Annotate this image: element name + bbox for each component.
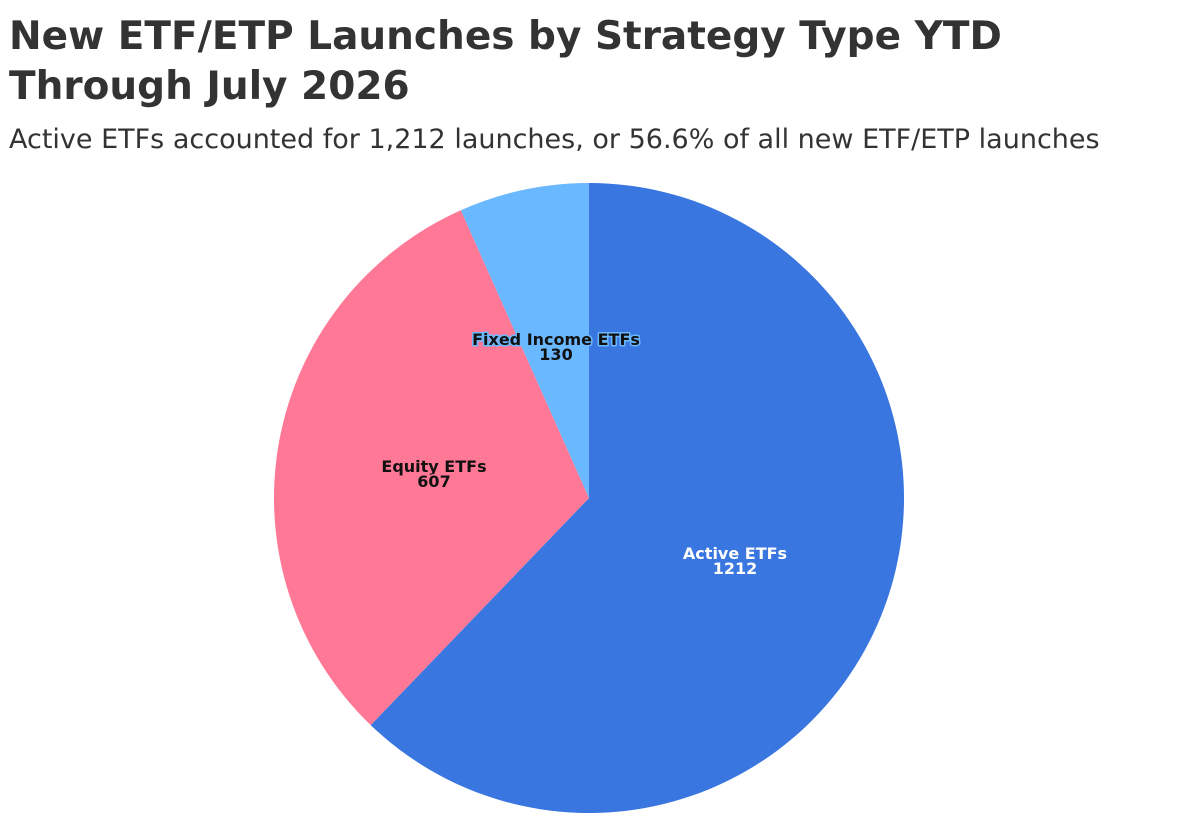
pie-slice-equity-etfs [274, 210, 589, 726]
pie-label-name: Fixed Income ETFs [472, 330, 640, 349]
pie-label-name: Equity ETFs [381, 457, 486, 476]
pie-label-active-etfs: Active ETFs 1212 [683, 544, 787, 578]
chart-title: New ETF/ETP Launches by Strategy Type YT… [9, 14, 1002, 109]
pie-label-value: 1212 [713, 559, 758, 578]
pie-label-value: 130 [539, 345, 572, 364]
pie-label-name: Active ETFs [683, 544, 787, 563]
pie-slice-active-etfs [370, 183, 905, 813]
chart-subtitle: Active ETFs accounted for 1,212 launches… [9, 124, 1100, 155]
pie-label-value: 607 [417, 472, 450, 491]
pie-label-fixed-income-etfs: Fixed Income ETFs 130 [472, 330, 640, 364]
pie-labels: Active ETFs 1212 Equity ETFs 607 Fixed Incom… [380, 329, 789, 580]
pie-label-equity-etfs: Equity ETFs 607 [381, 457, 486, 491]
pie-slices [274, 183, 905, 813]
pie-slice-fixed-income-etfs [460, 183, 589, 498]
